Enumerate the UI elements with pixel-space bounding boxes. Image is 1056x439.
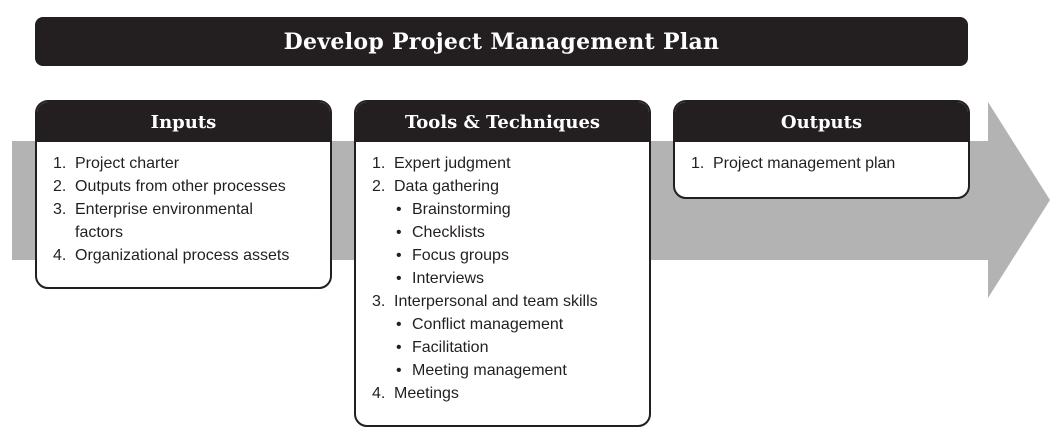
item-text: Brainstorming bbox=[412, 201, 511, 218]
item-number: 3. bbox=[53, 201, 67, 218]
tools-panel: Tools & Techniques 1. Expert judgment 2. Da… bbox=[354, 100, 651, 427]
item-number: 1. bbox=[691, 155, 705, 172]
title-bar: Develop Project Management Plan bbox=[35, 17, 968, 66]
item-number: 1. bbox=[372, 155, 386, 172]
sub-list-item: • Conflict management bbox=[372, 313, 649, 336]
bullet-icon: • bbox=[396, 362, 402, 379]
item-text: Organizational process assets bbox=[75, 247, 290, 264]
item-text: Interviews bbox=[412, 270, 485, 287]
item-text: Project management plan bbox=[713, 155, 896, 172]
item-text: Project charter bbox=[75, 155, 180, 172]
sub-list-item: • Meeting management bbox=[372, 359, 649, 382]
bullet-icon: • bbox=[396, 339, 402, 356]
item-text: Conflict management bbox=[412, 316, 564, 333]
item-text: Focus groups bbox=[412, 247, 509, 264]
item-text: Interpersonal and team skills bbox=[394, 293, 598, 310]
item-text: Meetings bbox=[394, 385, 459, 402]
item-number: 4. bbox=[53, 247, 67, 264]
outputs-list: 1. Project management plan bbox=[675, 142, 968, 175]
list-item: 2. Data gathering bbox=[372, 175, 649, 198]
item-number: 3. bbox=[372, 293, 386, 310]
item-text: Meeting management bbox=[412, 362, 567, 379]
list-item: 3. Enterprise environmental bbox=[53, 198, 330, 221]
item-number: 2. bbox=[53, 178, 67, 195]
bullet-icon: • bbox=[396, 247, 402, 264]
item-text: Facilitation bbox=[412, 339, 489, 356]
list-item: 4. Meetings bbox=[372, 382, 649, 405]
bullet-icon: • bbox=[396, 316, 402, 333]
item-number: 4. bbox=[372, 385, 386, 402]
item-text: Checklists bbox=[412, 224, 485, 241]
tools-header: Tools & Techniques bbox=[356, 102, 649, 142]
bullet-icon: • bbox=[396, 270, 402, 287]
item-number: 1. bbox=[53, 155, 67, 172]
diagram-title: Develop Project Management Plan bbox=[283, 28, 720, 55]
item-text: Expert judgment bbox=[394, 155, 511, 172]
list-item: 3. Interpersonal and team skills bbox=[372, 290, 649, 313]
sub-list-item: • Brainstorming bbox=[372, 198, 649, 221]
item-number: 2. bbox=[372, 178, 386, 195]
bullet-icon: • bbox=[396, 201, 402, 218]
sub-list-item: • Interviews bbox=[372, 267, 649, 290]
tools-list: 1. Expert judgment 2. Data gathering • Brains… bbox=[356, 142, 649, 405]
inputs-title: Inputs bbox=[150, 111, 217, 133]
sub-list-item: • Facilitation bbox=[372, 336, 649, 359]
outputs-header: Outputs bbox=[675, 102, 968, 142]
sub-list-item: • Checklists bbox=[372, 221, 649, 244]
item-text: Outputs from other processes bbox=[75, 178, 286, 195]
list-item: 2. Outputs from other processes bbox=[53, 175, 330, 198]
tools-title: Tools & Techniques bbox=[404, 111, 601, 133]
inputs-header: Inputs bbox=[37, 102, 330, 142]
outputs-panel: Outputs 1. Project management plan bbox=[673, 100, 970, 199]
bullet-icon: • bbox=[396, 224, 402, 241]
list-item: 4. Organizational process assets bbox=[53, 244, 330, 267]
inputs-panel: Inputs 1. Project charter 2. Outputs from o… bbox=[35, 100, 332, 289]
sub-list-item: • Focus groups bbox=[372, 244, 649, 267]
list-item: 1. Expert judgment bbox=[372, 152, 649, 175]
outputs-title: Outputs bbox=[780, 111, 863, 133]
list-item-continuation: factors bbox=[75, 224, 124, 241]
item-text: Data gathering bbox=[394, 178, 499, 195]
list-item: 1. Project management plan bbox=[691, 152, 968, 175]
item-text: Enterprise environmental bbox=[75, 201, 253, 218]
list-item: 1. Project charter bbox=[53, 152, 330, 175]
inputs-list: 1. Project charter 2. Outputs from other pr… bbox=[37, 142, 330, 267]
